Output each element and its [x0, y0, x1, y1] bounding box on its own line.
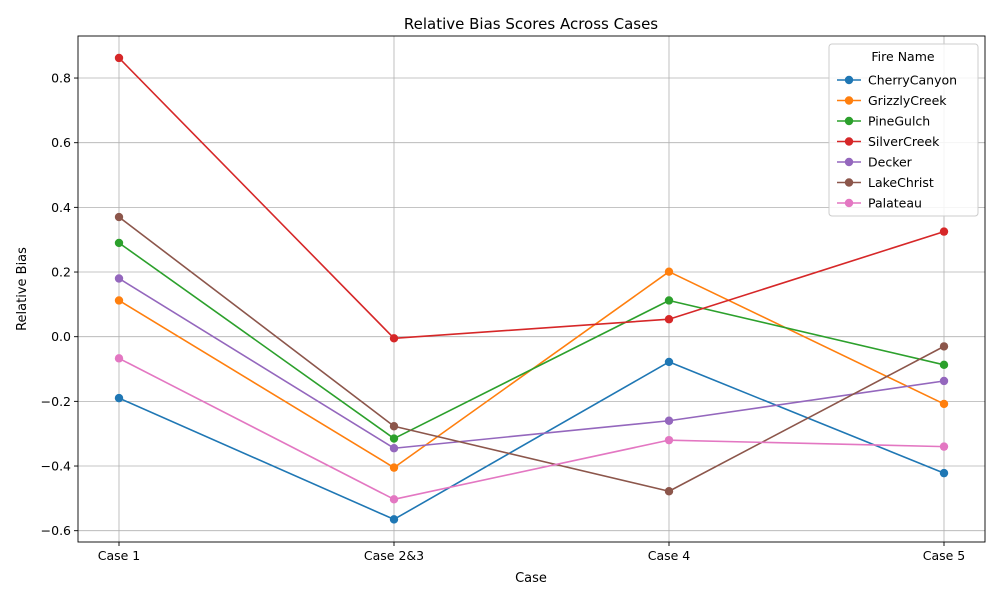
y-tick-label: 0.2: [51, 265, 71, 280]
data-point: [939, 342, 949, 351]
series-line: [118, 57, 945, 340]
data-point: [664, 315, 674, 324]
legend-marker: [844, 75, 854, 85]
data-point: [389, 444, 399, 453]
series-line: [118, 357, 945, 501]
data-point: [664, 296, 674, 305]
legend-label: Palateau: [868, 196, 922, 211]
data-point: [664, 416, 674, 425]
x-tick-label: Case 1: [98, 548, 141, 563]
x-tick-label: Case 2&3: [364, 548, 424, 563]
legend: Fire Name CherryCanyon GrizzlyCreek PineGu…: [828, 43, 979, 217]
series-line: [118, 216, 945, 493]
legend-marker: [844, 116, 854, 126]
data-point: [114, 354, 124, 363]
data-point: [389, 422, 399, 431]
data-point: [114, 296, 124, 305]
data-point: [939, 442, 949, 451]
x-tick-label: Case 5: [923, 548, 966, 563]
series-lakechrist: [114, 212, 949, 496]
series-decker: [114, 274, 949, 453]
y-axis: −0.6 −0.4 −0.2 0.0 0.2 0.4 0.6 0.8: [41, 71, 78, 538]
legend-marker: [844, 157, 854, 167]
series-cherrycanyon: [114, 357, 949, 524]
series-palateau: [114, 354, 949, 504]
data-point: [664, 435, 674, 445]
legend-label: PineGulch: [868, 114, 930, 129]
data-point: [664, 357, 674, 367]
legend-entry: GrizzlyCreek: [837, 93, 947, 108]
y-tick-label: −0.6: [41, 523, 71, 538]
legend-label: LakeChrist: [868, 175, 934, 190]
legend-entry: SilverCreek: [837, 134, 940, 149]
legend-title: Fire Name: [871, 49, 934, 64]
legend-entries: CherryCanyon GrizzlyCreek PineGulch SilverC…: [837, 73, 957, 211]
data-point: [114, 53, 124, 63]
data-point: [114, 212, 124, 222]
data-point: [389, 334, 399, 343]
data-point: [389, 434, 399, 443]
y-tick-label: 0.4: [51, 200, 71, 215]
x-axis: Case 1 Case 2&3 Case 4 Case 5: [98, 542, 966, 563]
data-point: [389, 463, 399, 472]
legend-entry: Palateau: [837, 196, 922, 211]
y-tick-label: −0.2: [41, 394, 71, 409]
series-line: [118, 242, 945, 440]
legend-marker: [844, 178, 854, 187]
series-silvercreek: [114, 53, 949, 343]
series-line: [118, 277, 945, 450]
data-point: [114, 393, 124, 403]
y-tick-label: 0.0: [51, 329, 71, 344]
legend-entry: Decker: [837, 155, 913, 170]
data-point: [389, 495, 399, 504]
data-point: [664, 267, 674, 276]
legend-marker: [844, 96, 854, 105]
x-axis-title: Case: [515, 571, 547, 586]
legend-box: [828, 43, 979, 217]
data-point: [939, 376, 949, 386]
data-point: [114, 274, 124, 283]
data-point: [664, 487, 674, 496]
data-point: [939, 468, 949, 478]
chart-title: Relative Bias Scores Across Cases: [404, 15, 658, 33]
data-point: [939, 399, 949, 409]
legend-marker: [844, 137, 854, 146]
data-point: [939, 227, 949, 236]
legend-marker: [844, 198, 854, 208]
legend-label: SilverCreek: [868, 134, 940, 149]
y-axis-title: Relative Bias: [15, 247, 30, 331]
y-tick-label: 0.8: [51, 71, 71, 86]
series-pinegulch: [114, 238, 949, 443]
legend-entry: PineGulch: [837, 114, 930, 129]
data-point: [939, 360, 949, 370]
series-line: [118, 361, 945, 521]
data-point: [389, 515, 399, 524]
legend-label: GrizzlyCreek: [868, 93, 947, 108]
plot-frame: [77, 35, 986, 543]
y-tick-label: 0.6: [51, 135, 71, 150]
y-tick-label: −0.4: [41, 459, 71, 474]
x-tick-label: Case 4: [648, 548, 691, 563]
legend-label: CherryCanyon: [868, 73, 957, 88]
legend-entry: LakeChrist: [837, 175, 934, 190]
legend-entry: CherryCanyon: [837, 73, 957, 88]
legend-label: Decker: [868, 155, 913, 170]
data-point: [114, 238, 124, 248]
series-lines: [114, 53, 949, 524]
